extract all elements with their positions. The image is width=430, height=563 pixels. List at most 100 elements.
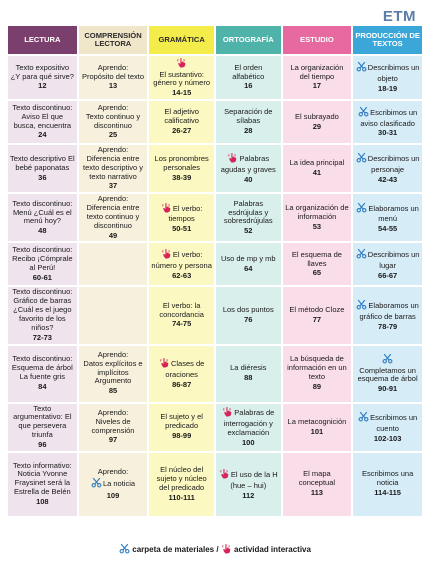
page-number: 24 bbox=[38, 130, 47, 140]
cell-text: Completamos un esquema de árbol bbox=[357, 365, 418, 384]
cell-text: Describimos un objeto bbox=[367, 63, 420, 84]
cell-prefix: Aprendo: bbox=[97, 194, 129, 204]
hand-icon[interactable] bbox=[159, 357, 170, 371]
legend-materials-label: carpeta de materiales / bbox=[132, 545, 219, 554]
page-number: 38-39 bbox=[172, 172, 192, 182]
cell-text: Niveles de comprensión bbox=[91, 416, 135, 435]
hand-icon[interactable] bbox=[222, 406, 233, 420]
page-number: 49 bbox=[108, 230, 118, 240]
page-number: 110-111 bbox=[168, 492, 195, 502]
cell-produccion: Describimos un objeto 18-19 bbox=[353, 56, 422, 100]
cell-text: Palabras agudas y graves bbox=[220, 154, 276, 175]
cell-produccion: Describimos un personaje 42-43 bbox=[353, 145, 422, 193]
cell-estudio: La búsqueda de información en un texto 89 bbox=[282, 345, 352, 402]
page-number: 12 bbox=[38, 81, 47, 91]
page-number: 88 bbox=[244, 373, 253, 383]
hand-icon[interactable] bbox=[161, 202, 172, 216]
cell-comprension: Aprendo: Propósito del texto 13 bbox=[78, 56, 148, 100]
cell-ortografia: La diéresis 88 bbox=[215, 345, 281, 402]
page-number: 41 bbox=[312, 168, 322, 178]
page-number: 78-79 bbox=[378, 321, 398, 331]
page-number: 112 bbox=[242, 490, 255, 500]
scissors-icon[interactable] bbox=[355, 353, 420, 366]
table-row: Texto descriptivo El bebé paponatas 36 Apr… bbox=[8, 145, 422, 193]
cell-estudio: El subrayado 29 bbox=[282, 101, 352, 144]
cell-comprension: Aprendo: Diferencia entre texto descripti… bbox=[78, 145, 148, 193]
cell-estudio: La metacognición 101 bbox=[282, 403, 352, 451]
cell-text: Texto discontinuo: Esquema de árbol La f… bbox=[11, 354, 73, 382]
page-number: 85 bbox=[108, 386, 118, 396]
cell-produccion: Describimos un lugar 66-67 bbox=[353, 243, 422, 286]
scissors-icon[interactable] bbox=[356, 202, 367, 216]
cell-text: Uso de mp y mb bbox=[220, 254, 276, 264]
cell-text: Elaboramos un menú bbox=[368, 203, 419, 224]
table-row: Texto discontinuo: Gráfico de barras ¿Cu… bbox=[8, 287, 422, 344]
cell-text: El mapa conceptual bbox=[298, 469, 336, 488]
scissors-icon[interactable] bbox=[356, 299, 367, 313]
scissors-icon[interactable] bbox=[358, 411, 369, 425]
cell-comprension bbox=[78, 243, 148, 286]
cell-lectura: Texto discontinuo: Esquema de árbol La f… bbox=[8, 345, 77, 402]
cell-text: El subrayado bbox=[295, 111, 339, 121]
cell-text: Texto informativo: Noticia Yvonne Fraysi… bbox=[12, 460, 72, 497]
cell-text: Los pronombres personales bbox=[154, 153, 209, 172]
cell-lectura: Texto discontinuo: Gráfico de barras ¿Cu… bbox=[8, 287, 77, 344]
cell-text: El verbo: tiempos bbox=[168, 203, 203, 224]
page-number: 97 bbox=[108, 435, 118, 445]
cell-comprension: Aprendo: Niveles de comprensión 97 bbox=[78, 403, 148, 451]
cell-ortografia: Palabras esdrújulas y sobresdrújulas 52 bbox=[215, 194, 281, 242]
cell-produccion: Escribimos un cuento 102-103 bbox=[353, 403, 422, 451]
legend: carpeta de materiales / actividad intera… bbox=[0, 543, 430, 556]
cell-gramatica: Los pronombres personales 38-39 bbox=[149, 145, 214, 193]
hand-icon[interactable] bbox=[161, 248, 172, 262]
page-number: 29 bbox=[312, 121, 322, 131]
etm-logo: ETM bbox=[382, 8, 416, 25]
cell-text: La organización del tiempo bbox=[290, 62, 344, 81]
cell-text: Texto expositivo ¿Y para qué sirve? bbox=[10, 62, 74, 81]
cell-text: Diferencia entre texto continuo y discon… bbox=[86, 203, 140, 230]
cell-text: Escribimos una noticia bbox=[361, 469, 414, 488]
page-number: 74-75 bbox=[172, 319, 192, 329]
cell-lectura: Texto informativo: Noticia Yvonne Fraysi… bbox=[8, 452, 77, 516]
cell-lectura: Texto discontinuo: Aviso El que busca, e… bbox=[8, 101, 77, 144]
scissors-icon[interactable] bbox=[91, 477, 102, 491]
cell-produccion: Escribimos una noticia 114-115 bbox=[353, 452, 422, 516]
page-number: 53 bbox=[312, 221, 322, 231]
cell-ortografia: Los dos puntos 76 bbox=[215, 287, 281, 344]
cell-estudio: El método Cloze 77 bbox=[282, 287, 352, 344]
table-row: Texto argumentativo: El que persevera tr… bbox=[8, 403, 422, 451]
cell-comprension: Aprendo: La noticia 109 bbox=[78, 452, 148, 516]
cell-text: Describimos un lugar bbox=[367, 250, 420, 271]
cell-text: Texto continuo y discontinuo bbox=[85, 111, 141, 130]
page-number: 52 bbox=[244, 226, 253, 236]
page-number: 77 bbox=[312, 315, 322, 324]
page-number: 101 bbox=[310, 426, 324, 436]
cell-lectura: Texto discontinuo: Menú ¿Cuál es el menú… bbox=[8, 194, 77, 242]
cell-prefix: Aprendo: bbox=[97, 102, 129, 112]
table-row: Texto expositivo ¿Y para qué sirve? 12 Apr… bbox=[8, 56, 422, 100]
column-header-gramatica: GRAMÁTICA bbox=[149, 26, 214, 54]
hand-icon[interactable] bbox=[227, 152, 238, 166]
cell-text: Separación de sílabas bbox=[224, 107, 273, 126]
scissors-icon[interactable] bbox=[358, 106, 369, 120]
cell-text: El núcleo del sujeto y núcleo del predic… bbox=[156, 465, 207, 492]
cell-text: El orden alfabético bbox=[232, 62, 265, 81]
page-number: 113 bbox=[310, 488, 323, 498]
scissors-icon bbox=[119, 543, 130, 556]
hand-icon[interactable] bbox=[151, 57, 212, 70]
cell-text: La noticia bbox=[102, 478, 136, 488]
page-number: 16 bbox=[244, 81, 253, 91]
scissors-icon[interactable] bbox=[356, 61, 367, 75]
cell-lectura: Texto expositivo ¿Y para qué sirve? 12 bbox=[8, 56, 77, 100]
cell-lectura: Texto descriptivo El bebé paponatas 36 bbox=[8, 145, 77, 193]
page-number: 50-51 bbox=[172, 224, 192, 234]
page-number: 89 bbox=[312, 381, 322, 391]
header-row: LECTURA COMPRENSIÓN LECTORA GRAMÁTICA OR… bbox=[8, 26, 422, 54]
page-number: 108 bbox=[36, 497, 49, 507]
cell-estudio: El mapa conceptual 113 bbox=[282, 452, 352, 516]
page-number: 98-99 bbox=[172, 431, 192, 441]
scissors-icon[interactable] bbox=[356, 248, 367, 262]
page-number: 102-103 bbox=[373, 433, 402, 443]
scissors-icon[interactable] bbox=[356, 152, 367, 166]
hand-icon[interactable] bbox=[219, 468, 230, 482]
